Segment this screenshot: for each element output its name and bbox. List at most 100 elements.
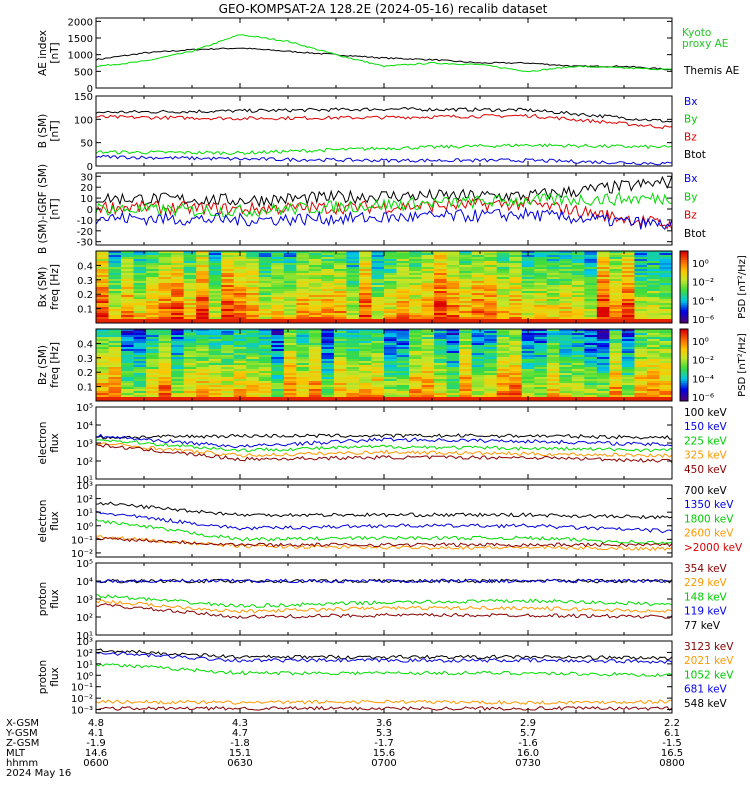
spectrogram-cell	[446, 271, 460, 274]
spectrogram-cell	[246, 307, 260, 310]
spectrogram-cell	[634, 371, 648, 374]
spectrogram-cell	[183, 395, 197, 398]
spectrogram-cell	[534, 355, 548, 358]
spectrogram-cell	[171, 251, 185, 254]
spectrogram-cell	[659, 269, 673, 272]
spectrogram-cell	[233, 353, 247, 356]
spectrogram-cell	[371, 393, 385, 396]
spectrogram-cell	[521, 385, 535, 388]
spectrogram-cell	[546, 367, 560, 370]
spectrogram-cell	[396, 337, 410, 340]
spectrogram-cell	[559, 369, 573, 372]
spectrogram-cell	[371, 267, 385, 270]
spectrogram-cell	[584, 307, 598, 310]
spectrogram-cell	[96, 305, 109, 308]
spectrogram-cell	[421, 283, 435, 286]
spectrogram-cell	[258, 329, 272, 332]
spectrogram-cell	[571, 259, 585, 262]
spectrogram-cell	[621, 365, 635, 368]
spectrogram-cell	[283, 337, 297, 340]
spectrogram-cell	[283, 275, 297, 278]
spectrogram-cell	[296, 351, 310, 354]
spectrogram-cell	[546, 257, 560, 260]
spectrogram-cell	[534, 351, 548, 354]
spectrogram-cell	[471, 331, 485, 334]
spectrogram-cell	[521, 259, 535, 262]
spectrogram-cell	[384, 261, 397, 264]
spectrogram-cell	[559, 355, 573, 358]
y-tick-label: 10⁻²	[71, 694, 93, 705]
spectrogram-cell	[146, 315, 160, 318]
ephemeris-value: -1.6	[518, 738, 538, 749]
spectrogram-cell	[333, 295, 347, 298]
spectrogram-cell	[384, 263, 397, 266]
spectrogram-cell	[108, 311, 122, 314]
spectrogram-cell	[609, 311, 623, 314]
spectrogram-cell	[158, 335, 172, 338]
spectrogram-cell	[646, 281, 660, 284]
legend-label: 2600 keV	[684, 528, 734, 540]
spectrogram-cell	[396, 271, 410, 274]
colorbar-segment	[680, 297, 688, 300]
spectrogram-cell	[571, 319, 585, 322]
spectrogram-cell	[333, 261, 347, 264]
spectrogram-cell	[421, 361, 435, 364]
spectrogram-cell	[358, 345, 372, 348]
series-line-1800-kev	[95, 518, 673, 545]
spectrogram-cell	[346, 361, 360, 364]
colorbar-segment	[680, 390, 688, 393]
spectrogram-cell	[471, 273, 485, 276]
spectrogram-cell	[634, 309, 648, 312]
spectrogram-cell	[258, 311, 272, 314]
spectrogram-cell	[534, 393, 548, 396]
spectrogram-cell	[546, 287, 560, 290]
spectrogram-cell	[321, 379, 335, 382]
spectrogram-cell	[196, 271, 210, 274]
spectrogram-cell	[271, 301, 285, 304]
spectrogram-cell	[208, 359, 222, 362]
spectrogram-cell	[321, 339, 335, 342]
spectrogram-cell	[258, 281, 272, 284]
spectrogram-cell	[421, 363, 435, 366]
spectrogram-cell	[509, 333, 523, 336]
spectrogram-cell	[646, 399, 660, 402]
spectrogram-cell	[308, 353, 322, 356]
spectrogram-cell	[283, 357, 297, 360]
spectrogram-cell	[509, 351, 523, 354]
spectrogram-cell	[371, 263, 385, 266]
spectrogram-cell	[271, 285, 285, 288]
spectrogram-cell	[96, 373, 109, 376]
spectrogram-cell	[221, 381, 235, 384]
y-tick-label: 0	[87, 84, 93, 95]
spectrogram-cell	[308, 253, 322, 256]
spectrogram-cell	[471, 283, 485, 286]
spectrogram-cell	[509, 287, 523, 290]
spectrogram-cell	[646, 329, 660, 332]
spectrogram-cell	[621, 339, 635, 342]
spectrogram-cell	[196, 329, 210, 332]
ephemeris-value: 0700	[371, 758, 396, 769]
spectrogram-cell	[509, 309, 523, 312]
spectrogram-cell	[421, 301, 435, 304]
spectrogram-cell	[296, 291, 310, 294]
spectrogram-cell	[108, 397, 122, 400]
spectrogram-cell	[384, 333, 397, 336]
spectrogram-cell	[308, 379, 322, 382]
spectrogram-cell	[208, 309, 222, 312]
spectrogram-cell	[96, 335, 109, 338]
spectrogram-cell	[459, 257, 473, 260]
spectrogram-cell	[384, 257, 397, 260]
spectrogram-cell	[471, 279, 485, 282]
spectrogram-cell	[171, 299, 185, 302]
spectrogram-cell	[471, 315, 485, 318]
spectrogram-cell	[246, 389, 260, 392]
spectrogram-cell	[421, 365, 435, 368]
spectrogram-cell	[609, 347, 623, 350]
spectrogram-cell	[609, 331, 623, 334]
spectrogram-cell	[296, 295, 310, 298]
spectrogram-cell	[283, 379, 297, 382]
spectrogram-cell	[171, 375, 185, 378]
spectrogram-cell	[409, 287, 422, 290]
spectrogram-cell	[296, 385, 310, 388]
spectrogram-cell	[108, 289, 122, 292]
